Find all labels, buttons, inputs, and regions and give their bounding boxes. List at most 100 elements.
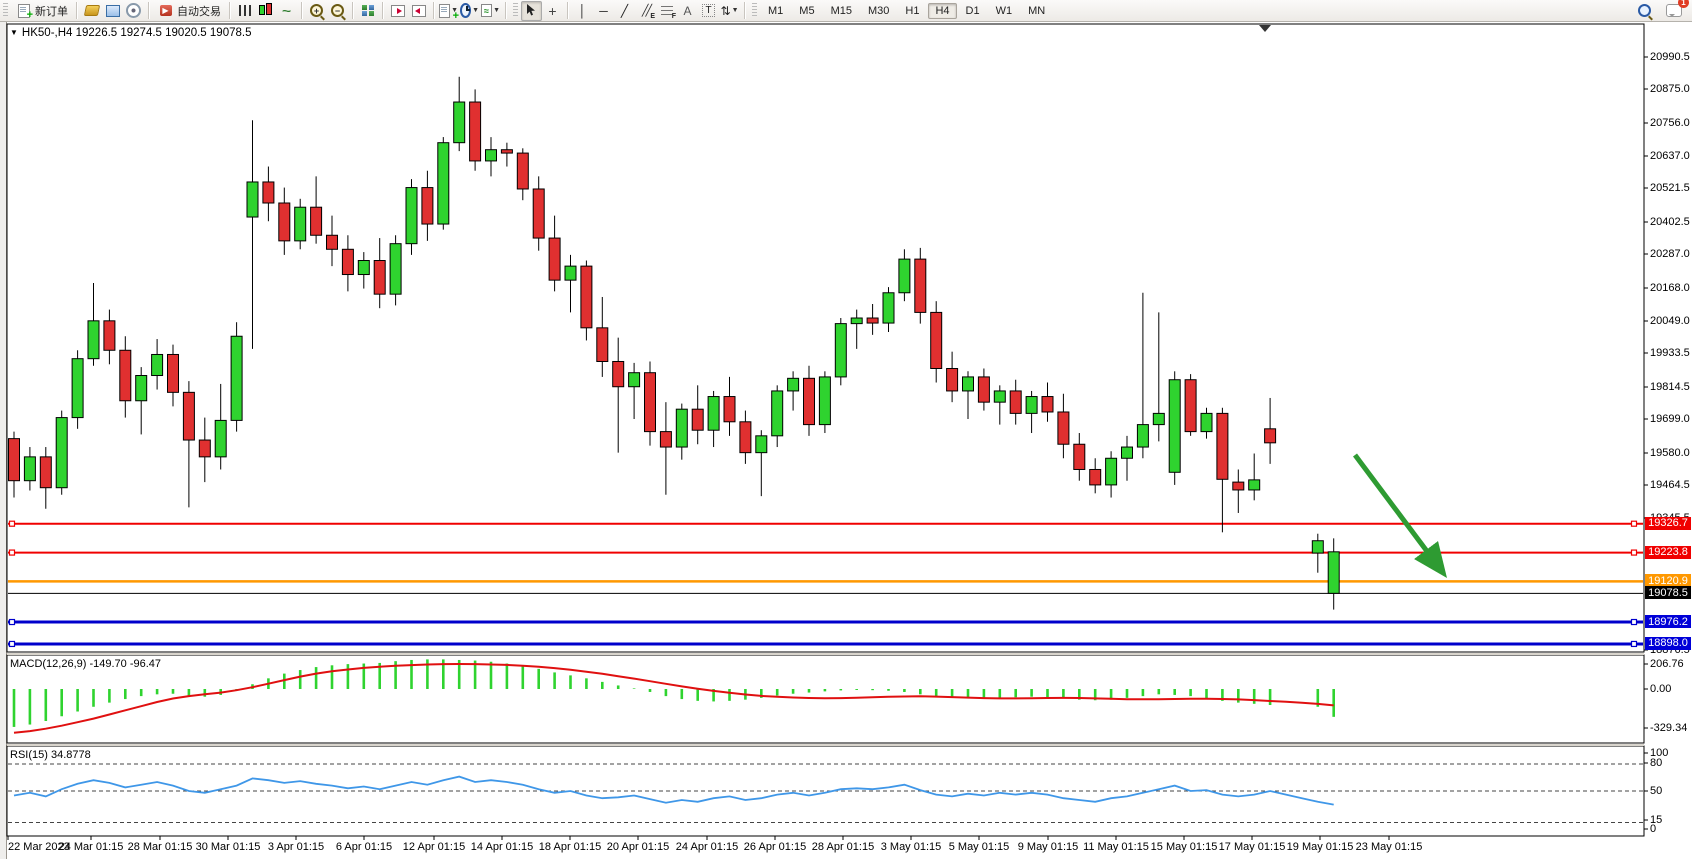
price-line-badge: 18976.2: [1645, 615, 1691, 629]
timeframe-button-M15[interactable]: M15: [830, 4, 852, 17]
hline-icon: ─: [599, 3, 608, 18]
text-tool-icon: A: [683, 3, 692, 18]
date-label: 11 May 01:15: [1083, 841, 1149, 853]
line-chart-mode-button[interactable]: ~: [276, 1, 297, 21]
timeframe-button-W1[interactable]: W1: [995, 4, 1013, 17]
fibonacci-tool-button[interactable]: F: [656, 1, 677, 21]
new-chart-button[interactable]: + ▼: [438, 1, 459, 22]
price-line-badge: 19120.9: [1645, 574, 1691, 588]
separator: [567, 2, 568, 19]
notifications-button[interactable]: 1: [1663, 0, 1689, 21]
separator: [352, 2, 353, 19]
arrows-tool-button[interactable]: ⇅ ▼: [720, 3, 739, 18]
tile-windows-button[interactable]: [357, 1, 378, 21]
separator: [382, 2, 383, 19]
timeframe-button-D1[interactable]: D1: [965, 4, 980, 17]
separator: [505, 2, 506, 19]
price-tick-label: 20168.0: [1650, 282, 1690, 294]
date-label: 30 Mar 01:15: [195, 841, 261, 853]
next-profile-icon: [390, 4, 405, 17]
shift-marker[interactable]: [1259, 25, 1271, 32]
timeframe-button-M5[interactable]: M5: [799, 4, 815, 17]
clock-icon: [460, 3, 472, 18]
new-order-button[interactable]: + 新订单: [11, 1, 72, 21]
separator: [301, 2, 302, 19]
zoom-in-button[interactable]: +: [306, 1, 327, 21]
hline-tool-button[interactable]: ─: [593, 1, 614, 21]
prev-profile-icon: [411, 4, 426, 17]
price-tick-label: 20402.5: [1650, 216, 1690, 228]
trendline-tool-button[interactable]: ╱: [614, 1, 635, 21]
date-label: 26 Apr 01:15: [743, 841, 807, 853]
fibonacci-icon: [660, 5, 673, 16]
timeframe-button-H1[interactable]: H1: [905, 4, 920, 17]
cursor-icon: [527, 4, 535, 16]
price-tick-label: 20287.0: [1650, 248, 1690, 260]
vline-icon: │: [578, 3, 587, 18]
macd-tick-label: -329.34: [1650, 722, 1688, 734]
terminal-window-button[interactable]: [102, 1, 123, 21]
toolbar-grip[interactable]: [752, 3, 757, 18]
indicators-icon: ≈: [481, 4, 493, 17]
terminal-icon: [105, 4, 120, 17]
zoom-out-button[interactable]: −: [327, 1, 348, 21]
date-label: 17 May 01:15: [1218, 841, 1286, 853]
indicators-menu-button[interactable]: ≈ ▼: [480, 1, 501, 21]
rsi-tick-label: 15: [1650, 814, 1663, 826]
period-menu-button[interactable]: ▼: [459, 1, 480, 21]
price-tick-label: 19580.0: [1650, 447, 1690, 459]
rsi-tick-label: 0: [1650, 823, 1657, 835]
trendline-icon: ╱: [620, 3, 629, 18]
cursor-tool-button[interactable]: [521, 0, 542, 21]
timeframe-button-MN[interactable]: MN: [1028, 4, 1046, 17]
autotrade-icon: ▶: [157, 2, 174, 19]
date-label: 5 May 01:15: [948, 841, 1010, 853]
price-tick-label: 20521.5: [1650, 182, 1690, 194]
signal-button[interactable]: [123, 1, 144, 21]
rsi-tick-label: 50: [1650, 785, 1663, 797]
price-tick-label: 19464.5: [1650, 479, 1690, 491]
next-profile-button[interactable]: [387, 1, 408, 21]
crosshair-tool-button[interactable]: +: [542, 1, 563, 21]
search-icon: [1638, 4, 1651, 17]
prev-profile-button[interactable]: [408, 1, 429, 21]
channel-icon: ╱╱: [641, 5, 652, 17]
vline-tool-button[interactable]: │: [572, 1, 593, 21]
metaeditor-button[interactable]: [81, 1, 102, 21]
date-label: 19 May 01:15: [1286, 841, 1354, 853]
autotrade-button[interactable]: ▶ 自动交易: [153, 1, 225, 20]
timeframe-button-M1[interactable]: M1: [768, 4, 784, 17]
rsi-tick-label: 80: [1650, 757, 1663, 769]
date-label: 22 Mar 2023: [8, 841, 70, 853]
label-tool-button[interactable]: T: [698, 1, 719, 21]
bar-chart-icon: [238, 5, 251, 16]
text-tool-button[interactable]: A: [677, 1, 698, 21]
date-label: 28 Apr 01:15: [811, 841, 875, 853]
trend-arrow-annotation[interactable]: [1352, 453, 1447, 579]
bar-chart-mode-button[interactable]: [234, 1, 255, 21]
price-tick-label: 20049.0: [1650, 315, 1690, 327]
chart-dropdown-icon[interactable]: ▼: [10, 28, 18, 37]
toolbar-grip[interactable]: [3, 3, 8, 18]
macd-layer: [12, 659, 1335, 734]
price-line-badge: 19078.5: [1645, 586, 1691, 600]
candles-layer: [8, 76, 1340, 610]
hlines-layer[interactable]: [8, 520, 1643, 648]
date-label: 12 Apr 01:15: [402, 841, 466, 853]
timeframe-button-M30[interactable]: M30: [867, 4, 890, 17]
candlestick-icon: [259, 3, 272, 18]
price-tick-label: 20756.0: [1650, 117, 1690, 129]
search-button[interactable]: [1634, 1, 1655, 21]
channel-tool-button[interactable]: ╱╱ E: [635, 1, 656, 21]
timeframe-button-H4[interactable]: H4: [928, 2, 957, 19]
chart-title-text: HK50-,H4 19226.5 19274.5 19020.5 19078.5: [21, 27, 252, 39]
crosshair-icon: +: [548, 2, 557, 19]
label-tool-icon: T: [702, 4, 715, 17]
date-label: 18 Apr 01:15: [538, 841, 602, 853]
candlestick-mode-button[interactable]: [255, 1, 276, 21]
chat-icon: [1665, 4, 1682, 17]
separator: [76, 2, 77, 19]
toolbar-grip[interactable]: [513, 3, 518, 18]
new-chart-icon: [439, 3, 451, 18]
